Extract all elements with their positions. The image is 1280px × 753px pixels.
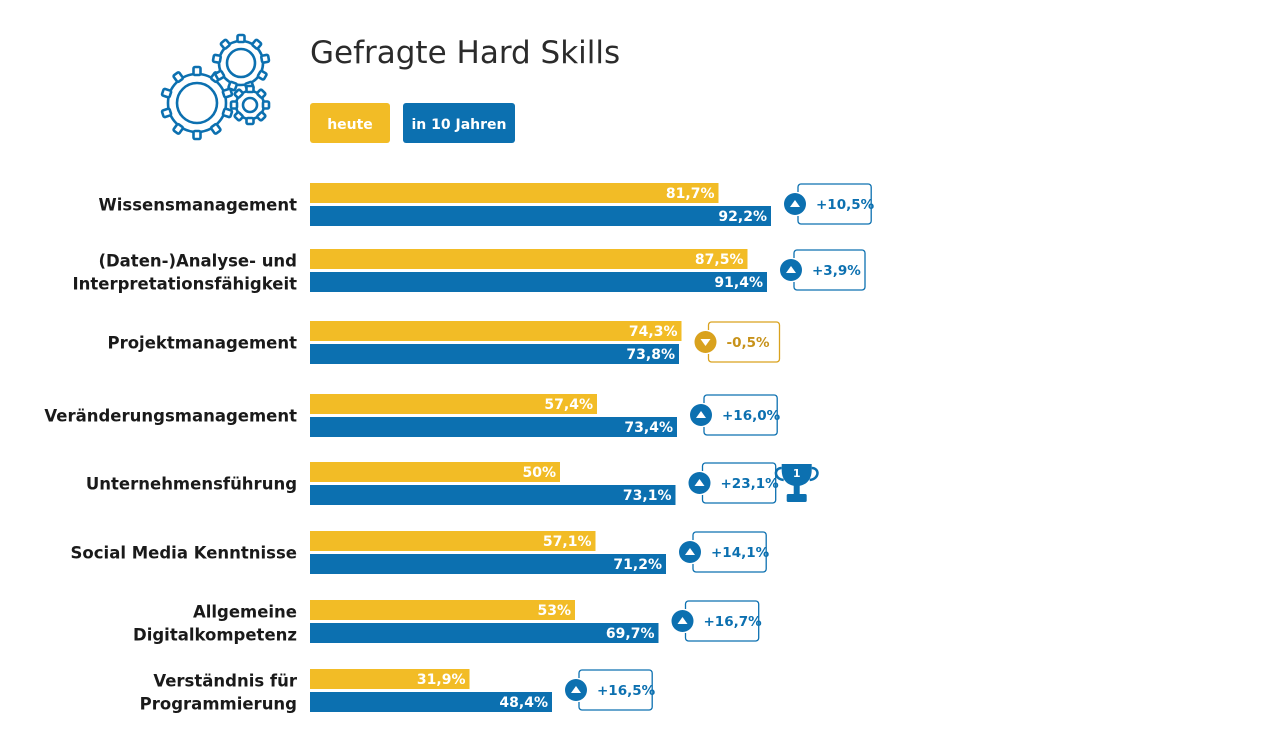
arrow-up-icon: [679, 541, 701, 563]
value-label-heute: 57,1%: [543, 534, 592, 550]
bar-in-10-jahren: [310, 554, 666, 574]
change-badge: +10,5%: [784, 183, 875, 225]
category-label: (Daten-)Analyse- und Interpretationsfähig…: [73, 252, 298, 294]
bar-in-10-jahren: [310, 272, 767, 292]
arrow-up-icon: [688, 472, 711, 494]
value-label-in-10-jahren: 73,8%: [626, 347, 675, 363]
legend-swatch-heute: [310, 103, 390, 143]
bar-heute: [310, 531, 596, 551]
bar-in-10-jahren: [310, 623, 659, 643]
category-label: Unternehmensführung: [86, 475, 297, 494]
bar-in-10-jahren: [310, 344, 679, 364]
category-label: Projektmanagement: [107, 334, 297, 353]
arrow-up-icon: [784, 193, 806, 215]
legend-swatch-in-10-jahren: [403, 103, 515, 143]
bar-in-10-jahren: [310, 206, 771, 226]
category-label: Allgemeine Digitalkompetenz: [133, 603, 297, 645]
legend: heute in 10 Jahren: [310, 103, 515, 143]
value-label-heute: 87,5%: [695, 252, 744, 268]
bar-in-10-jahren: [310, 692, 552, 712]
trophy-icon: 1: [774, 464, 819, 502]
trophy-rank-label: 1: [793, 467, 801, 480]
value-label-in-10-jahren: 71,2%: [613, 557, 662, 573]
arrow-down-icon: [694, 331, 717, 353]
legend-label-in-10-jahren: in 10 Jahren: [412, 117, 507, 133]
bar-in-10-jahren: [310, 417, 677, 437]
change-label: -0,5%: [727, 335, 771, 351]
arrow-up-icon: [565, 679, 587, 701]
value-label-in-10-jahren: 92,2%: [718, 209, 767, 225]
bar-heute: [310, 249, 748, 269]
chart-title: Gefragte Hard Skills: [310, 35, 620, 71]
value-label-heute: 74,3%: [629, 324, 678, 340]
value-label-in-10-jahren: 91,4%: [714, 275, 763, 291]
bar-heute: [310, 600, 575, 620]
bar-heute: [310, 669, 470, 689]
gears-icon: [160, 33, 271, 141]
change-label: +10,5%: [816, 197, 875, 213]
value-label-heute: 50%: [522, 465, 556, 481]
change-badge: +16,0%: [690, 394, 781, 436]
bars-group: Wissensmanagement 81,7%92,2% +10,5% (Daten-…: [44, 183, 875, 714]
bar-heute: [310, 394, 597, 414]
change-badge: -0,5%: [694, 321, 781, 363]
change-label: +23,1%: [721, 476, 780, 492]
value-label-heute: 31,9%: [417, 672, 466, 688]
category-label: Social Media Kenntnisse: [71, 544, 297, 563]
change-badge: +3,9%: [780, 249, 866, 291]
change-label: +16,0%: [722, 408, 781, 424]
value-label-heute: 57,4%: [544, 397, 593, 413]
change-label: +16,5%: [597, 683, 656, 699]
change-badge: +16,7%: [671, 600, 763, 642]
value-label-heute: 53%: [537, 603, 571, 619]
arrow-up-icon: [671, 610, 694, 632]
arrow-up-icon: [780, 259, 802, 281]
value-label-in-10-jahren: 73,4%: [624, 420, 673, 436]
category-label: Verständnis für Programmierung: [140, 672, 298, 714]
bar-heute: [310, 321, 682, 341]
value-label-heute: 81,7%: [666, 186, 715, 202]
value-label-in-10-jahren: 69,7%: [606, 626, 655, 642]
bar-heute: [310, 462, 560, 482]
bar-heute: [310, 183, 719, 203]
arrow-up-icon: [690, 404, 712, 426]
legend-label-heute: heute: [327, 117, 373, 133]
change-label: +14,1%: [711, 545, 770, 561]
change-label: +16,7%: [704, 614, 763, 630]
category-label: Wissensmanagement: [99, 196, 298, 215]
change-badge: +23,1%: [688, 462, 780, 504]
change-badge: +16,5%: [565, 669, 656, 711]
value-label-in-10-jahren: 48,4%: [499, 695, 548, 711]
value-label-in-10-jahren: 73,1%: [623, 488, 672, 504]
change-label: +3,9%: [812, 263, 861, 279]
change-badge: +14,1%: [679, 531, 770, 573]
category-label: Veränderungsmanagement: [44, 407, 297, 426]
bar-in-10-jahren: [310, 485, 676, 505]
